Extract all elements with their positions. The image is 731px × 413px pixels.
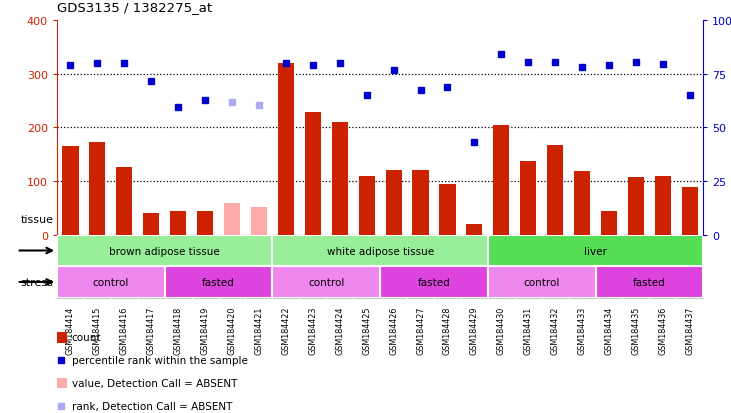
Text: white adipose tissue: white adipose tissue [327, 246, 433, 256]
Text: tissue: tissue [20, 214, 53, 224]
Bar [305, 113, 321, 235]
Text: fasted: fasted [202, 277, 235, 287]
Bar [655, 177, 671, 235]
Bar [62, 147, 78, 235]
Bar [547, 145, 563, 235]
Bar [412, 171, 428, 235]
Bar [385, 171, 401, 235]
Bar [278, 64, 294, 235]
Text: control: control [308, 277, 344, 287]
Bar [332, 123, 348, 235]
Text: control: control [523, 277, 560, 287]
Bar [380, 266, 488, 298]
Bar [57, 266, 164, 298]
Bar [488, 266, 596, 298]
Bar [197, 211, 213, 235]
Text: fasted: fasted [417, 277, 450, 287]
Bar [628, 178, 644, 235]
Text: count: count [72, 332, 101, 342]
Bar [359, 177, 375, 235]
Bar [466, 225, 482, 235]
Bar [574, 172, 590, 235]
Text: fasted: fasted [633, 277, 666, 287]
Bar [224, 203, 240, 235]
Bar [251, 207, 267, 235]
Text: control: control [93, 277, 129, 287]
Bar [493, 126, 510, 235]
Text: stress: stress [20, 277, 53, 287]
Text: percentile rank within the sample: percentile rank within the sample [72, 355, 248, 365]
Bar [143, 214, 159, 235]
Bar [164, 266, 273, 298]
Bar [273, 266, 380, 298]
Bar [488, 235, 703, 266]
Bar [116, 168, 132, 235]
Bar [601, 211, 617, 235]
Bar [520, 162, 537, 235]
Bar [89, 143, 105, 235]
Bar [682, 187, 698, 235]
Bar [439, 184, 455, 235]
Text: brown adipose tissue: brown adipose tissue [110, 246, 220, 256]
Bar [596, 266, 703, 298]
Bar [57, 235, 273, 266]
Bar [273, 235, 488, 266]
Text: rank, Detection Call = ABSENT: rank, Detection Call = ABSENT [72, 401, 232, 411]
Bar [170, 211, 186, 235]
Text: GDS3135 / 1382275_at: GDS3135 / 1382275_at [57, 2, 212, 14]
Text: value, Detection Call = ABSENT: value, Detection Call = ABSENT [72, 378, 237, 388]
Text: liver: liver [584, 246, 607, 256]
